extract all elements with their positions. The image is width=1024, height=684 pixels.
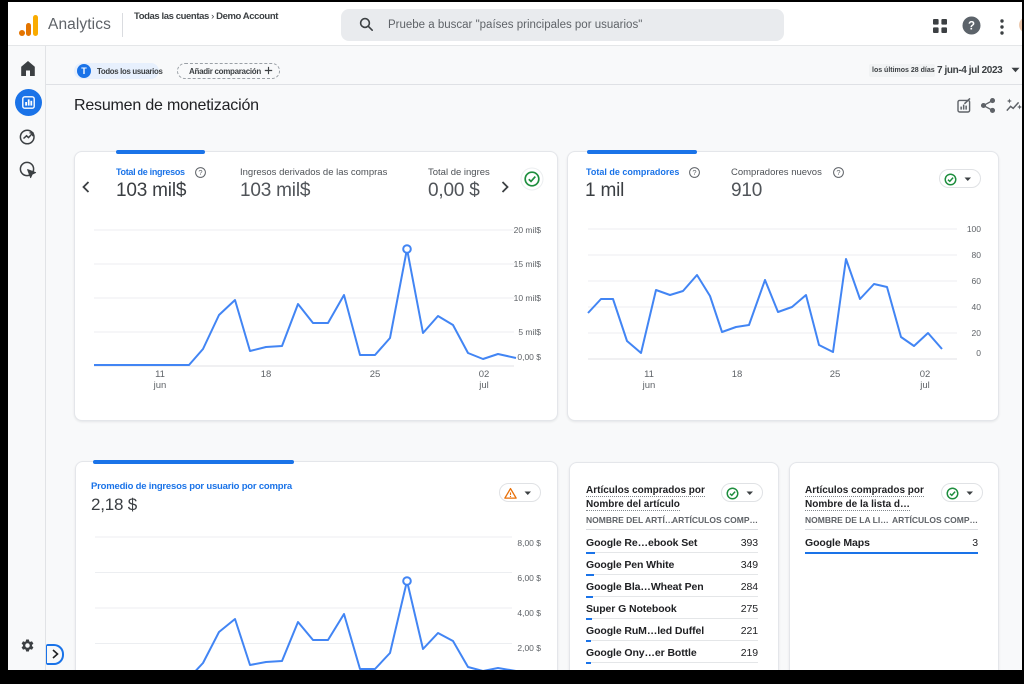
svg-text:4,00 $: 4,00 $ [517, 608, 541, 618]
svg-text:18: 18 [261, 369, 272, 380]
svg-text:15 mil$: 15 mil$ [514, 259, 542, 269]
svg-text:jun: jun [153, 380, 167, 391]
svg-text:02: 02 [920, 369, 931, 380]
svg-text:40: 40 [972, 302, 982, 312]
svg-text:11: 11 [644, 369, 654, 380]
svg-text:0: 0 [976, 348, 981, 358]
svg-text:?: ? [198, 168, 202, 177]
svg-text:60: 60 [972, 276, 982, 286]
svg-text:?: ? [968, 21, 975, 33]
svg-text:jul: jul [919, 380, 930, 391]
svg-text:10 mil$: 10 mil$ [514, 293, 542, 303]
svg-text:80: 80 [972, 250, 982, 260]
svg-text:02: 02 [479, 369, 490, 380]
svg-text:jul: jul [478, 380, 489, 391]
svg-text:11: 11 [155, 369, 165, 380]
svg-text:?: ? [836, 168, 840, 177]
svg-text:2,00 $: 2,00 $ [517, 643, 541, 653]
svg-text:20 mil$: 20 mil$ [514, 225, 542, 235]
svg-text:18: 18 [732, 369, 743, 380]
svg-text:8,00 $: 8,00 $ [517, 538, 541, 548]
svg-text:5 mil$: 5 mil$ [518, 327, 541, 337]
svg-text:?: ? [692, 168, 696, 177]
svg-text:20: 20 [972, 328, 982, 338]
svg-text:0,00 $: 0,00 $ [517, 352, 541, 362]
svg-text:25: 25 [830, 369, 841, 380]
svg-text:100: 100 [967, 224, 981, 234]
svg-text:25: 25 [370, 369, 381, 380]
svg-text:jun: jun [642, 380, 656, 391]
svg-text:6,00 $: 6,00 $ [517, 573, 541, 583]
